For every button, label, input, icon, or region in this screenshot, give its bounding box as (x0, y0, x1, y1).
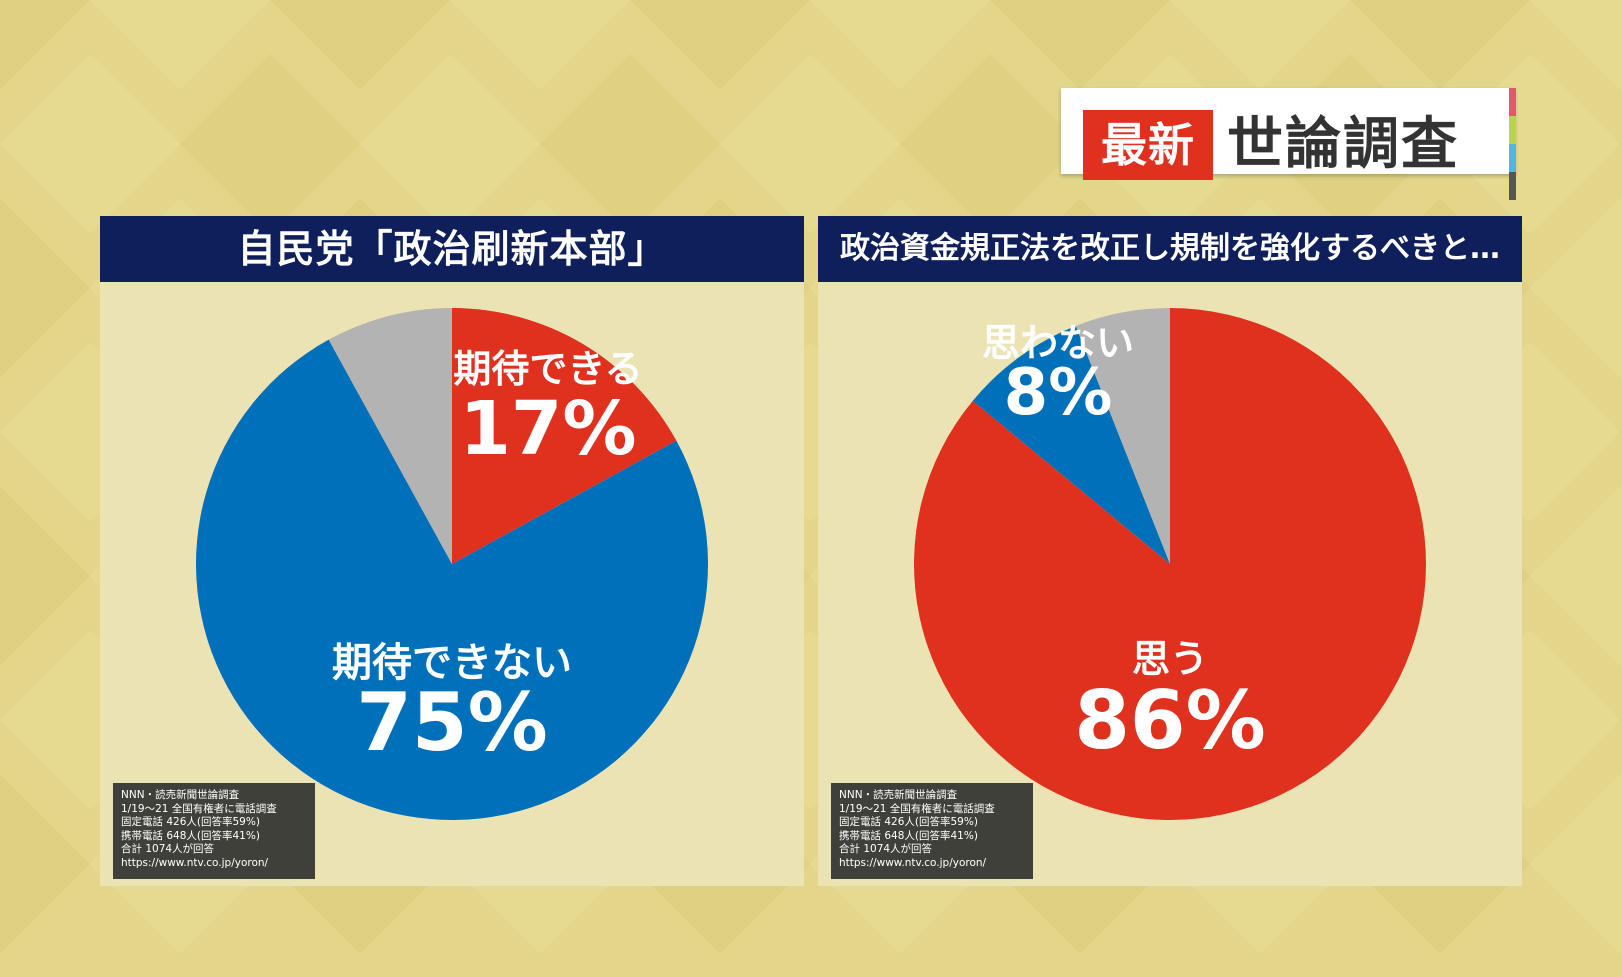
pie-slice-期待できる (452, 308, 677, 564)
source-line: 携帯電話 648人(回答率41%) (121, 829, 260, 842)
stripe-pink (1509, 88, 1516, 116)
background-diamond (1530, 774, 1622, 954)
background-diamond (0, 54, 180, 234)
source-line: https://www.ntv.co.jp/yoron/ (121, 856, 269, 869)
survey-badge: 最新 世論調査 (1061, 88, 1516, 200)
panel-title: 政治資金規正法を改正し規制を強化するべきと… (818, 216, 1522, 282)
label-expect-name: 期待できる (453, 347, 643, 391)
background-diamond (0, 198, 90, 378)
background-diamond (1530, 486, 1622, 666)
background-diamond (0, 486, 90, 666)
source-note: NNN・読売新聞世論調査 1/19～21 全国有権者に電話調査 固定電話 426人(… (831, 783, 1033, 879)
background-diamond (180, 54, 360, 234)
source-line: 携帯電話 648人(回答率41%) (839, 829, 978, 842)
label-not-expect-value: 75% (356, 676, 548, 769)
background-diamond (270, 0, 450, 90)
background-diamond (990, 0, 1170, 90)
background-diamond (360, 54, 540, 234)
stripe-dark (1509, 172, 1516, 200)
label-agree-value: 86% (1074, 674, 1266, 767)
source-line: NNN・読売新聞世論調査 (839, 789, 958, 801)
background-diamond (1170, 0, 1350, 90)
pie-slice-期待できない (196, 339, 709, 820)
background-diamond (720, 54, 900, 234)
label-agree-name: 思う (1131, 637, 1209, 681)
background-diamond (630, 0, 810, 90)
pie-chart-expectation (196, 308, 709, 820)
badge-latest: 最新 (1083, 110, 1213, 180)
background-diamond (0, 0, 90, 90)
background-diamond (540, 54, 720, 234)
pie-slice-other (328, 308, 452, 564)
panel-expectation: 自民党「政治刷新本部」 期待できる 17% 期待できない 75% NNN・読売新… (100, 216, 804, 886)
label-disagree-value: 8% (1003, 356, 1113, 430)
source-line: 合計 1074人が回答 (839, 843, 933, 856)
source-note: NNN・読売新聞世論調査 1/19～21 全国有権者に電話調査 固定電話 426人(… (113, 783, 315, 879)
source-line: NNN・読売新聞世論調査 (121, 789, 240, 801)
label-disagree-name: 思わない (981, 321, 1135, 365)
panel-regulation: 政治資金規正法を改正し規制を強化するべきと… 思わない 8% 思う 86% NN… (818, 216, 1522, 886)
background-diamond (0, 774, 90, 954)
background-diamond (900, 54, 1080, 234)
badge-title: 世論調査 (1227, 112, 1459, 177)
source-line: 固定電話 426人(回答率59%) (121, 816, 260, 829)
label-expect-value: 17% (459, 386, 637, 472)
stripe-green (1509, 116, 1516, 144)
background-diamond (1530, 0, 1622, 90)
stripe-cyan (1509, 144, 1516, 172)
background-diamond (1350, 0, 1530, 90)
background-diamond (810, 0, 990, 90)
source-line: 固定電話 426人(回答率59%) (839, 816, 978, 829)
source-line: 1/19～21 全国有権者に電話調査 (121, 802, 277, 815)
source-line: https://www.ntv.co.jp/yoron/ (839, 856, 987, 869)
label-not-expect-name: 期待できない (332, 640, 572, 686)
background-diamond (1530, 198, 1622, 378)
source-line: 合計 1074人が回答 (121, 843, 215, 856)
pie-chart-regulation (914, 308, 1426, 820)
source-line: 1/19～21 全国有権者に電話調査 (839, 802, 995, 815)
background-diamond (90, 0, 270, 90)
panel-title: 自民党「政治刷新本部」 (100, 216, 804, 282)
background-diamond (450, 0, 630, 90)
pie-slice-思わない (972, 325, 1170, 564)
pie-slice-other (1075, 308, 1170, 564)
